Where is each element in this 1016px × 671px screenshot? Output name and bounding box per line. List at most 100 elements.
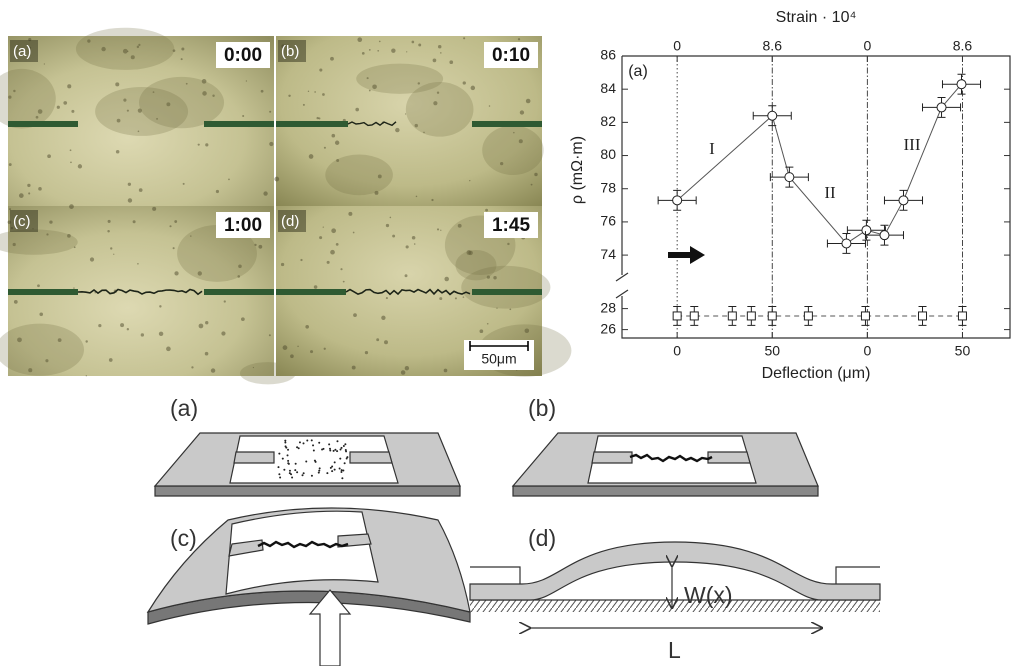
x2-tick-label: 8.6 (953, 38, 973, 54)
speck (110, 247, 112, 249)
particle (339, 468, 341, 470)
particle (326, 472, 328, 474)
speck (241, 317, 245, 321)
point (862, 226, 871, 235)
speck (115, 82, 119, 86)
speck (274, 177, 279, 182)
scale-label: 50μm (481, 351, 516, 367)
speck (323, 227, 324, 228)
speck (405, 366, 409, 370)
electrode-line (8, 289, 78, 295)
particle (336, 440, 338, 442)
speck (57, 106, 60, 109)
time-stamp: 0:00 (224, 45, 262, 66)
panel-label: (c) (170, 525, 197, 551)
plate-edge (513, 486, 818, 496)
y-tick-label: 78 (600, 179, 616, 195)
speck (449, 60, 453, 64)
plate-edge (155, 486, 460, 496)
speck (113, 254, 114, 255)
time-stamp: 1:45 (492, 215, 530, 236)
speck (211, 368, 215, 372)
speck (216, 190, 219, 193)
particle (345, 449, 347, 451)
speck (520, 110, 524, 114)
speck (379, 41, 381, 43)
speck (258, 245, 262, 249)
y-tick-label: 26 (600, 320, 616, 336)
x2-tick-label: 8.6 (763, 38, 783, 54)
particle (339, 458, 341, 460)
speck (205, 352, 209, 356)
speck (173, 247, 175, 249)
speck (283, 345, 288, 350)
electrode (234, 452, 274, 463)
point (747, 312, 755, 320)
point (937, 103, 946, 112)
speck (290, 354, 294, 358)
speck (463, 296, 465, 298)
speck (174, 220, 177, 223)
particle (284, 440, 286, 442)
shade (76, 28, 174, 70)
electrode-line (204, 289, 274, 295)
speck (440, 52, 442, 54)
particle (341, 477, 343, 479)
speck (455, 297, 457, 299)
particle (318, 472, 320, 474)
speck (27, 184, 30, 187)
series-line (677, 84, 961, 243)
electrode-line (204, 121, 274, 127)
speck (39, 313, 43, 317)
particle (287, 454, 289, 456)
speck (348, 212, 352, 216)
particle (334, 461, 336, 463)
annotation: III (904, 135, 921, 154)
speck (139, 188, 143, 192)
speck (224, 300, 226, 302)
speck (28, 192, 30, 194)
speck (416, 196, 418, 198)
particle (287, 449, 289, 451)
chart: 26287476788082848605005008.608.6Strain ·… (569, 9, 1010, 382)
speck (261, 90, 264, 93)
particle (334, 449, 336, 451)
speck (159, 305, 161, 307)
particle (279, 476, 281, 478)
speck (107, 230, 109, 232)
speck (205, 143, 208, 146)
speck (381, 316, 385, 320)
point (768, 312, 776, 320)
particle (277, 466, 279, 468)
electrode-line (276, 121, 348, 127)
speck (305, 325, 309, 329)
speck (377, 50, 379, 52)
speck (487, 323, 489, 325)
speck (152, 207, 156, 211)
speck (141, 333, 144, 336)
particle (346, 457, 348, 459)
speck (166, 347, 171, 352)
particle (282, 458, 284, 460)
electrode-line (8, 121, 78, 127)
point (804, 312, 812, 320)
substrate (470, 600, 880, 612)
speck (480, 329, 484, 333)
x2-axis-title: Strain · 10⁴ (776, 9, 857, 26)
y-tick-label: 76 (600, 213, 616, 229)
speck (109, 358, 113, 362)
speck (281, 263, 284, 266)
speck (137, 263, 139, 265)
speck (412, 236, 416, 240)
point (728, 312, 736, 320)
panel-label: (d) (281, 213, 299, 230)
speck (340, 268, 342, 270)
speck (73, 287, 74, 288)
speck (14, 300, 18, 304)
speck (444, 277, 449, 282)
particle (318, 442, 320, 444)
speck (70, 161, 72, 163)
speck (38, 187, 42, 191)
x-tick-label: 0 (673, 343, 681, 359)
particle (341, 469, 343, 471)
